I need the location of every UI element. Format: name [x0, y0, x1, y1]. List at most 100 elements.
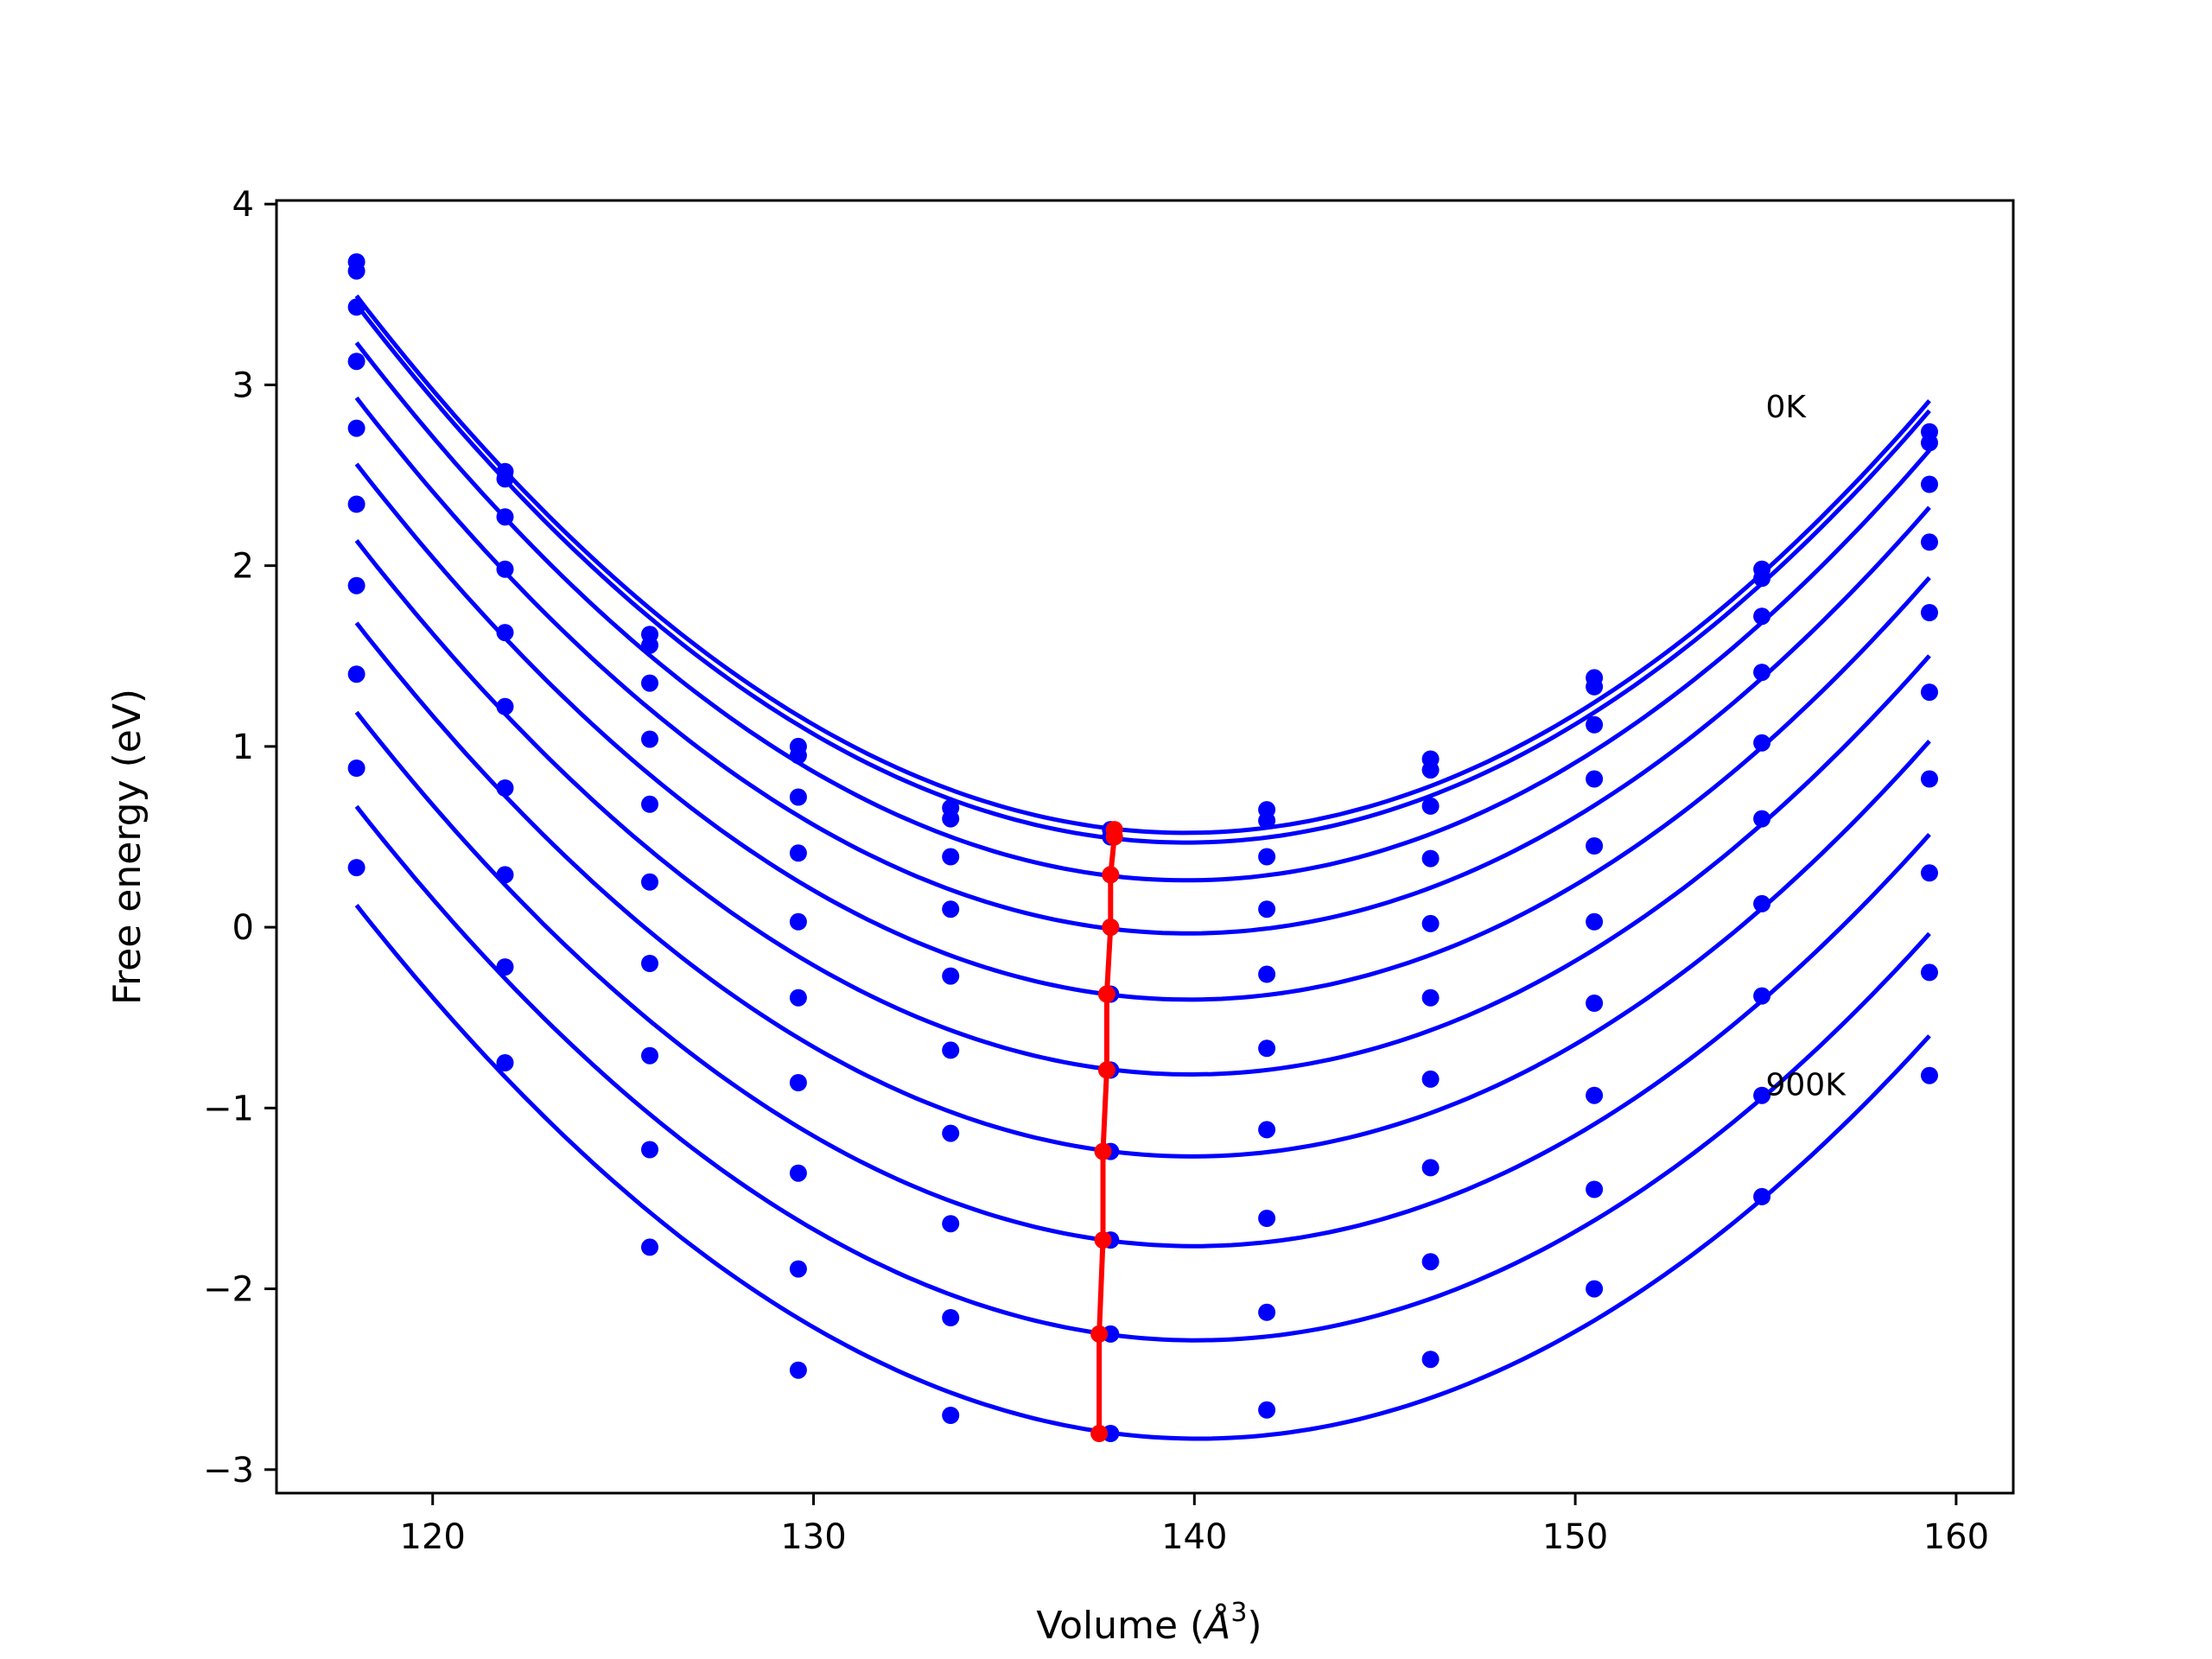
- minimum-point: [1090, 1425, 1109, 1442]
- data-point-series-7: [641, 1046, 658, 1065]
- minimum-point: [1097, 985, 1116, 1003]
- data-point-series-1: [789, 747, 807, 765]
- curve-series-8: [354, 804, 1931, 1343]
- data-point-series-5: [1921, 683, 1938, 702]
- curve-series-9: [354, 904, 1931, 1441]
- curve-series-3: [354, 396, 1931, 936]
- data-point-series-2: [1586, 715, 1604, 734]
- data-point-series-4: [1586, 837, 1604, 855]
- data-point-series-1: [1753, 569, 1771, 588]
- data-point-series-3: [347, 353, 365, 371]
- y-tick-label: 4: [232, 185, 254, 225]
- x-tick-label: 120: [400, 1517, 466, 1557]
- data-point-series-7: [789, 1164, 807, 1182]
- y-tick-label: 0: [232, 908, 254, 948]
- minimum-point: [1102, 866, 1120, 884]
- data-point-series-1: [1921, 434, 1938, 452]
- data-point-series-3: [1921, 533, 1938, 551]
- data-point-series-9: [1921, 1066, 1938, 1084]
- minimum-point: [1097, 1061, 1116, 1079]
- curve-series-0: [354, 294, 1931, 836]
- data-point-series-1: [1421, 761, 1440, 779]
- data-point-series-5: [496, 697, 514, 715]
- data-point-series-2: [496, 508, 514, 526]
- x-axis-label: Volume (Å3): [1036, 1598, 1262, 1648]
- data-point-series-8: [789, 1260, 807, 1278]
- data-point-series-8: [496, 958, 514, 976]
- y-tick-label: −2: [203, 1270, 254, 1310]
- data-point-series-5: [347, 495, 365, 513]
- temperature-annotation: 900K: [1766, 1068, 1847, 1103]
- data-point-series-8: [641, 1141, 658, 1159]
- data-point-series-7: [1753, 987, 1771, 1005]
- data-point-series-7: [1258, 1210, 1276, 1227]
- data-point-series-6: [1421, 1070, 1440, 1088]
- annotations-layer: 0K 900K: [1766, 390, 1847, 1103]
- data-point-series-3: [641, 730, 658, 748]
- data-point-series-2: [1421, 797, 1440, 815]
- data-point-series-6: [1921, 770, 1938, 788]
- data-point-series-5: [641, 873, 658, 891]
- minimum-point: [1102, 918, 1120, 937]
- y-tick-label: 2: [232, 547, 254, 587]
- data-point-series-6: [942, 1124, 960, 1142]
- data-point-series-4: [1753, 734, 1771, 752]
- minimum-point: [1105, 828, 1123, 846]
- x-tick-label: 140: [1161, 1517, 1227, 1557]
- data-point-series-2: [1921, 475, 1938, 493]
- data-point-series-9: [496, 1054, 514, 1071]
- data-point-series-9: [347, 859, 365, 877]
- y-axis-label: Free energy (eV): [105, 689, 149, 1005]
- data-point-series-4: [1921, 604, 1938, 621]
- curve-series-4: [354, 462, 1931, 1002]
- curve-series-2: [354, 341, 1931, 883]
- curve-series-7: [354, 710, 1931, 1249]
- data-point-series-3: [789, 844, 807, 862]
- data-point-series-4: [641, 795, 658, 813]
- data-point-series-4: [1258, 965, 1276, 983]
- data-point-series-4: [789, 912, 807, 931]
- data-point-series-8: [347, 760, 365, 777]
- data-point-series-9: [1421, 1351, 1440, 1369]
- data-point-series-3: [1258, 900, 1276, 918]
- data-point-series-5: [942, 1041, 960, 1059]
- data-point-series-7: [1586, 1086, 1604, 1104]
- data-point-series-4: [496, 624, 514, 642]
- minimum-point: [1090, 1325, 1109, 1343]
- data-point-series-2: [1753, 607, 1771, 626]
- data-point-series-6: [496, 779, 514, 797]
- data-point-series-8: [1258, 1303, 1276, 1321]
- data-point-series-4: [347, 419, 365, 437]
- data-point-series-7: [942, 1215, 960, 1233]
- data-point-series-4: [942, 967, 960, 985]
- data-point-series-3: [1586, 770, 1604, 788]
- data-point-series-7: [347, 665, 365, 683]
- data-point-series-1: [347, 262, 365, 280]
- data-point-series-2: [1258, 848, 1276, 866]
- data-point-series-2: [942, 848, 960, 866]
- data-point-series-5: [789, 988, 807, 1007]
- data-point-series-9: [1586, 1280, 1604, 1298]
- data-point-series-3: [1421, 849, 1440, 868]
- minima-layer: [1090, 821, 1123, 1442]
- data-point-series-6: [347, 576, 365, 594]
- curves-layer: [354, 294, 1931, 1441]
- data-point-series-9: [1753, 1187, 1771, 1205]
- data-point-series-8: [1921, 963, 1938, 982]
- y-tick-label: 3: [232, 365, 254, 405]
- data-point-series-4: [1421, 914, 1440, 932]
- data-point-series-5: [1421, 988, 1440, 1007]
- data-point-series-8: [1586, 1180, 1604, 1198]
- y-tick-label: −3: [203, 1451, 254, 1491]
- curve-series-6: [354, 621, 1931, 1159]
- y-tick-label: −1: [203, 1089, 254, 1128]
- data-point-series-3: [496, 560, 514, 578]
- data-point-series-8: [942, 1309, 960, 1326]
- x-tick-label: 150: [1542, 1517, 1608, 1557]
- data-point-series-2: [347, 298, 365, 316]
- data-point-series-9: [1258, 1401, 1276, 1419]
- data-point-series-3: [942, 900, 960, 918]
- data-point-series-7: [1421, 1159, 1440, 1177]
- data-point-series-6: [1258, 1121, 1276, 1139]
- data-point-series-8: [1753, 1086, 1771, 1104]
